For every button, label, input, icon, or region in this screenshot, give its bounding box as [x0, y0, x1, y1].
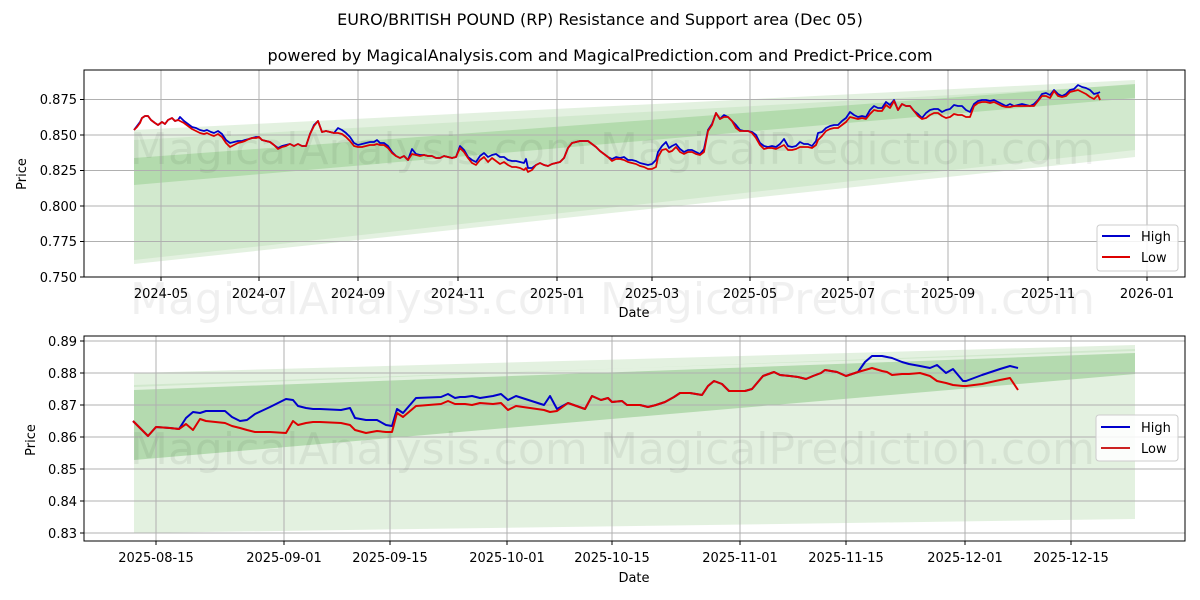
bottom-ytick: 0.87	[48, 399, 77, 414]
top-xtick: 2025-01	[530, 287, 584, 302]
top-y-axis-label: Price	[15, 158, 30, 190]
top-xtick: 2025-03	[625, 287, 679, 302]
top-ytick: 0.750	[40, 271, 77, 286]
bottom-xtick: 2025-11-01	[702, 551, 778, 566]
top-xtick: 2024-05	[134, 287, 188, 302]
bottom-watermark-right: MagicalPrediction.com	[600, 424, 1095, 475]
top-ytick: 0.825	[40, 164, 77, 179]
bottom-y-axis: 0.83 0.84 0.85 0.86 0.87 0.88 0.89 Price	[24, 335, 84, 542]
bottom-watermark-left: MagicalAnalysis.com	[130, 424, 588, 475]
bottom-ytick: 0.83	[48, 527, 77, 542]
top-grid	[84, 70, 1185, 278]
top-low-line	[133, 89, 1101, 173]
top-chart: MagicalAnalysis.com MagicalPrediction.co…	[15, 69, 1186, 321]
top-xtick: 2025-07	[821, 287, 875, 302]
bottom-xtick: 2025-09-15	[352, 551, 428, 566]
bottom-ytick: 0.86	[48, 431, 77, 446]
top-xtick: 2025-05	[723, 287, 777, 302]
top-xtick: 2024-07	[232, 287, 286, 302]
bottom-xtick: 2025-08-15	[118, 551, 194, 566]
bottom-inner-band	[134, 353, 1135, 460]
top-plot-frame	[83, 69, 1186, 278]
top-xtick: 2025-11	[1021, 287, 1075, 302]
bottom-legend: High Low	[1095, 414, 1179, 462]
top-xtick: 2024-11	[431, 287, 485, 302]
middle-watermark-right: MagicalPrediction.com	[600, 274, 1095, 325]
top-xtick: 2025-09	[921, 287, 975, 302]
top-ytick: 0.800	[40, 200, 77, 215]
chart-title: EURO/BRITISH POUND (RP) Resistance and S…	[337, 10, 863, 29]
bottom-support-resistance-bands	[134, 345, 1135, 533]
bottom-plot-frame	[83, 335, 1186, 542]
bottom-ytick: 0.85	[48, 463, 77, 478]
bottom-xtick: 2025-10-15	[574, 551, 650, 566]
legend-high-label: High	[1141, 230, 1171, 245]
bottom-low-line	[132, 367, 1019, 437]
top-x-axis: 2024-05 2024-07 2024-09 2024-11 2025-01 …	[134, 277, 1174, 321]
chart-subtitle: powered by MagicalAnalysis.com and Magic…	[267, 46, 933, 65]
top-y-axis: 0.750 0.775 0.800 0.825 0.850 0.875 Pric…	[15, 93, 84, 286]
top-ytick: 0.775	[40, 235, 77, 250]
bottom-x-axis: 2025-08-15 2025-09-01 2025-09-15 2025-10…	[118, 541, 1109, 586]
bottom-x-axis-label: Date	[618, 571, 649, 586]
top-xtick: 2024-09	[331, 287, 385, 302]
bottom-xtick: 2025-12-15	[1033, 551, 1109, 566]
bottom-xtick: 2025-12-01	[927, 551, 1003, 566]
legend-high-label: High	[1141, 421, 1171, 436]
bottom-xtick: 2025-11-15	[808, 551, 884, 566]
top-outer-band-2	[134, 85, 1135, 260]
bottom-chart: MagicalAnalysis.com MagicalPrediction.co…	[24, 335, 1186, 586]
bottom-xtick: 2025-10-01	[469, 551, 545, 566]
middle-watermark-left: MagicalAnalysis.com	[130, 274, 588, 325]
top-legend: High Low	[1096, 224, 1179, 272]
bottom-ytick: 0.89	[48, 335, 77, 350]
top-watermark-right: MagicalPrediction.com	[600, 124, 1095, 175]
top-xtick: 2026-01	[1120, 287, 1174, 302]
bottom-outer-band-2	[134, 349, 1135, 387]
bottom-xtick: 2025-09-01	[246, 551, 322, 566]
bottom-y-axis-label: Price	[24, 424, 39, 456]
legend-low-label: Low	[1141, 442, 1167, 457]
legend-low-label: Low	[1141, 251, 1167, 266]
bottom-grid	[84, 336, 1185, 541]
top-ytick: 0.875	[40, 93, 77, 108]
bottom-ytick: 0.88	[48, 367, 77, 382]
bottom-ytick: 0.84	[48, 495, 77, 510]
top-ytick: 0.850	[40, 129, 77, 144]
top-x-axis-label: Date	[618, 306, 649, 321]
